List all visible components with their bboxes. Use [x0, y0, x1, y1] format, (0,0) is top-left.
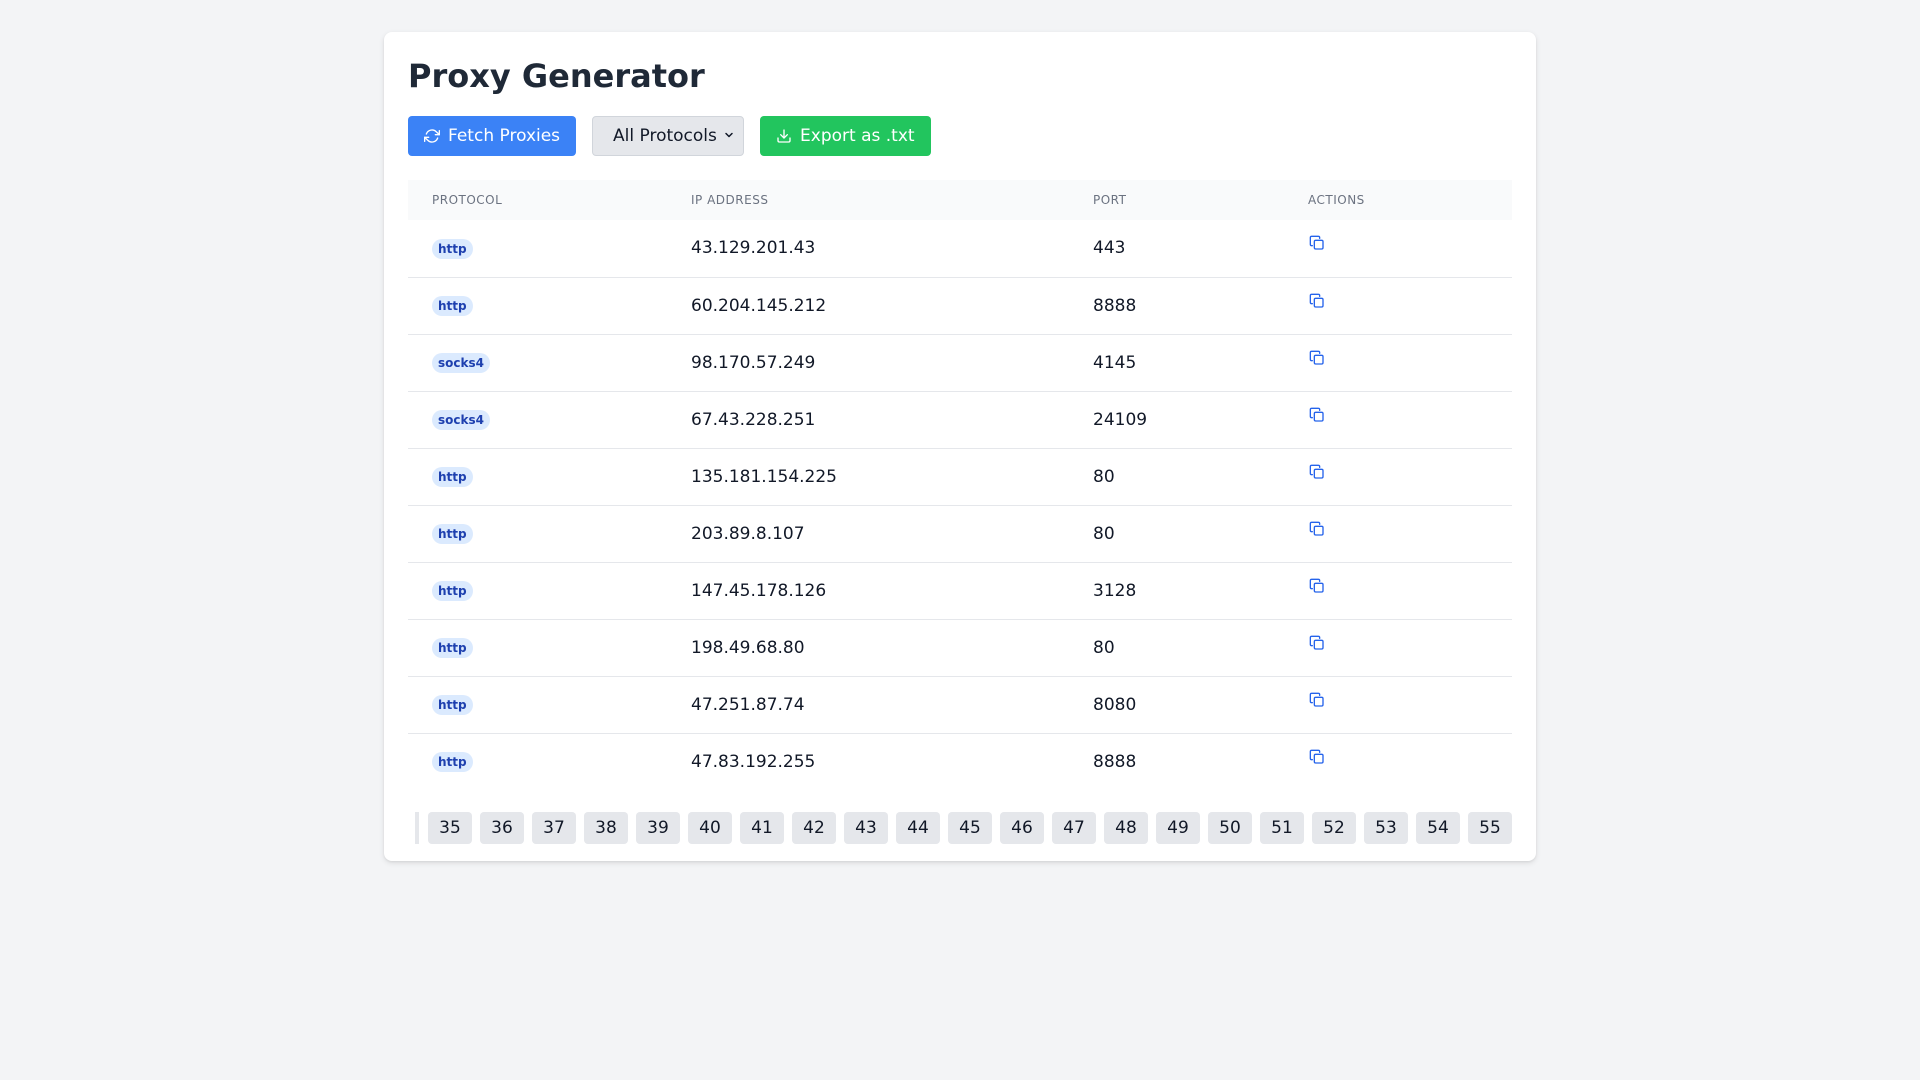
protocol-badge: http	[432, 752, 473, 773]
table-row: socks4 67.43.228.251 24109	[408, 391, 1512, 448]
proxy-generator-card: Proxy Generator Fetch Proxies All Protoc…	[384, 32, 1536, 861]
export-txt-label: Export as .txt	[800, 126, 915, 146]
proxy-table-body: http 43.129.201.43 443 http 60.204.145.2…	[408, 220, 1512, 790]
page-button[interactable]: 55	[1468, 812, 1512, 844]
protocol-badge: http	[432, 638, 473, 658]
protocol-badge: socks4	[432, 410, 490, 430]
refresh-icon	[424, 128, 440, 144]
ip-address-cell: 147.45.178.126	[691, 580, 827, 601]
port-cell: 24109	[1093, 409, 1148, 430]
protocol-badge: socks4	[432, 353, 490, 373]
page-button[interactable]: 52	[1312, 812, 1356, 844]
table-row: http 47.251.87.74 8080	[408, 676, 1512, 733]
pagination: 35 36 37 38 39 40 41 42 43 44 45 46 47 4…	[408, 812, 1512, 844]
port-cell: 80	[1093, 466, 1115, 487]
table-row: http 198.49.68.80 80	[408, 619, 1512, 676]
ip-address-cell: 47.251.87.74	[691, 694, 805, 715]
table-row: http 135.181.154.225 80	[408, 448, 1512, 505]
port-cell: 3128	[1093, 580, 1137, 601]
protocol-badge: http	[432, 581, 473, 601]
page-button[interactable]: 49	[1156, 812, 1200, 844]
ip-address-cell: 203.89.8.107	[691, 523, 805, 544]
copy-icon[interactable]	[1308, 349, 1326, 367]
page-button[interactable]: 36	[480, 812, 524, 844]
page-button[interactable]: 44	[896, 812, 940, 844]
copy-icon[interactable]	[1308, 520, 1326, 538]
protocol-badge: http	[432, 238, 473, 259]
export-txt-button[interactable]: Export as .txt	[760, 116, 931, 156]
table-row: http 43.129.201.43 443	[408, 220, 1512, 277]
copy-icon[interactable]	[1308, 691, 1326, 709]
ip-address-cell: 67.43.228.251	[691, 409, 816, 430]
page-button[interactable]: 47	[1052, 812, 1096, 844]
table-row: socks4 98.170.57.249 4145	[408, 334, 1512, 391]
column-header-ip-address: IP ADDRESS	[691, 193, 769, 207]
ip-address-cell: 43.129.201.43	[691, 238, 816, 259]
page-button[interactable]: 45	[948, 812, 992, 844]
page-button[interactable]: 46	[1000, 812, 1044, 844]
copy-icon[interactable]	[1308, 748, 1326, 766]
ip-address-cell: 98.170.57.249	[691, 352, 816, 373]
copy-icon[interactable]	[1308, 406, 1326, 424]
fetch-proxies-button[interactable]: Fetch Proxies	[408, 116, 577, 156]
ip-address-cell: 47.83.192.255	[691, 751, 816, 772]
column-header-protocol: PROTOCOL	[432, 193, 503, 207]
protocol-badge: http	[432, 296, 473, 316]
page-button[interactable]: 54	[1416, 812, 1460, 844]
protocol-badge: http	[432, 524, 473, 544]
page-button[interactable]: 51	[1260, 812, 1304, 844]
port-cell: 80	[1093, 637, 1115, 658]
fetch-proxies-label: Fetch Proxies	[448, 126, 561, 146]
chevron-down-icon	[723, 129, 735, 144]
page-button[interactable]: 41	[740, 812, 784, 844]
copy-icon[interactable]	[1308, 577, 1326, 595]
copy-icon[interactable]	[1308, 292, 1326, 310]
copy-icon[interactable]	[1308, 634, 1326, 652]
ip-address-cell: 60.204.145.212	[691, 295, 827, 316]
page-button[interactable]: 42	[792, 812, 836, 844]
toolbar: Fetch Proxies All Protocols Export as .t…	[408, 116, 1512, 156]
page-title: Proxy Generator	[408, 57, 705, 95]
port-cell: 8888	[1093, 751, 1137, 772]
table-row: http 47.83.192.255 8888	[408, 733, 1512, 790]
table-row: http 147.45.178.126 3128	[408, 562, 1512, 619]
proxy-table: PROTOCOL IP ADDRESS PORT ACTIONS http 43…	[408, 180, 1512, 790]
protocol-select-value: All Protocols	[613, 126, 717, 146]
download-icon	[776, 128, 792, 144]
protocol-badge: http	[432, 695, 473, 715]
pagination-scroll-edge	[415, 812, 419, 844]
ip-address-cell: 198.49.68.80	[691, 637, 805, 658]
copy-icon[interactable]	[1308, 463, 1326, 481]
page-button[interactable]: 53	[1364, 812, 1408, 844]
column-header-port: PORT	[1093, 193, 1127, 207]
protocol-badge: http	[432, 467, 473, 487]
page-button[interactable]: 40	[688, 812, 732, 844]
port-cell: 443	[1093, 238, 1126, 259]
copy-icon[interactable]	[1308, 234, 1326, 252]
page-button[interactable]: 35	[428, 812, 472, 844]
page-button[interactable]: 48	[1104, 812, 1148, 844]
protocol-select[interactable]: All Protocols	[592, 116, 745, 156]
page-button[interactable]: 39	[636, 812, 680, 844]
page-button[interactable]: 50	[1208, 812, 1252, 844]
ip-address-cell: 135.181.154.225	[691, 466, 838, 487]
table-row: http 203.89.8.107 80	[408, 505, 1512, 562]
column-header-actions: ACTIONS	[1308, 193, 1365, 207]
port-cell: 80	[1093, 523, 1115, 544]
port-cell: 8080	[1093, 694, 1137, 715]
port-cell: 4145	[1093, 352, 1137, 373]
table-row: http 60.204.145.212 8888	[408, 277, 1512, 334]
table-header-row: PROTOCOL IP ADDRESS PORT ACTIONS	[408, 180, 1512, 220]
page-button[interactable]: 37	[532, 812, 576, 844]
page-button[interactable]: 43	[844, 812, 888, 844]
page-button[interactable]: 38	[584, 812, 628, 844]
port-cell: 8888	[1093, 295, 1137, 316]
